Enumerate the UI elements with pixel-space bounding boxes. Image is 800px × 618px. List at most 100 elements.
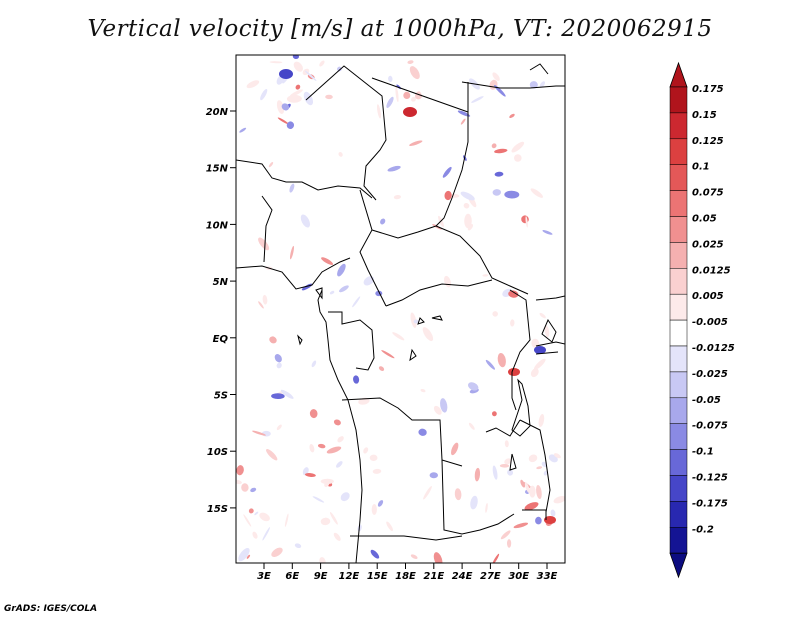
colorbar-label: 0.075 bbox=[692, 188, 724, 199]
field-patch bbox=[276, 100, 285, 114]
lat-label-15n: 15N bbox=[206, 164, 229, 175]
field-patch bbox=[377, 500, 384, 507]
field-patch bbox=[534, 358, 546, 370]
field-patch bbox=[289, 245, 295, 260]
field-patch bbox=[386, 521, 394, 532]
field-patch bbox=[410, 312, 417, 328]
field-patch bbox=[262, 294, 268, 305]
field-patch bbox=[530, 368, 539, 378]
field-patch bbox=[387, 165, 401, 172]
field-patch bbox=[538, 413, 545, 428]
field-patch bbox=[413, 319, 419, 324]
field-patch bbox=[252, 531, 258, 539]
lon-label-24e: 24E bbox=[452, 571, 473, 582]
field-patch bbox=[409, 140, 423, 146]
field-patch bbox=[292, 55, 299, 60]
field-patch bbox=[499, 463, 510, 468]
field-core bbox=[279, 69, 293, 79]
field-patch bbox=[460, 118, 466, 125]
field-patch bbox=[492, 189, 501, 196]
field-patch bbox=[271, 393, 285, 400]
field-patch bbox=[509, 113, 515, 119]
colorbar-segment bbox=[669, 268, 688, 295]
colorbar-label: -0.2 bbox=[692, 524, 714, 535]
colorbar-segment bbox=[669, 138, 688, 165]
field-patch bbox=[513, 522, 529, 529]
longitude-axis: 3E 6E 9E 12E 15E 18E 21E 24E 27E 30E 33E bbox=[257, 563, 558, 582]
field-patch bbox=[259, 512, 270, 522]
field-patch bbox=[304, 70, 317, 82]
field-patch bbox=[536, 466, 543, 470]
field-patch bbox=[336, 461, 343, 468]
field-patch bbox=[492, 553, 500, 563]
lon-label-6e: 6E bbox=[285, 571, 299, 582]
colorbar-label: 0.025 bbox=[692, 239, 724, 250]
field-patch bbox=[309, 409, 318, 419]
field-patch bbox=[520, 479, 526, 488]
field-patch bbox=[409, 66, 420, 80]
field-patch bbox=[372, 468, 382, 474]
field-patch bbox=[262, 527, 270, 541]
field-patch bbox=[454, 488, 462, 501]
colorbar-label: 0.125 bbox=[692, 136, 724, 147]
lat-label-20n: 20N bbox=[206, 107, 229, 118]
field-patch bbox=[353, 375, 360, 384]
lat-label-5s: 5S bbox=[214, 391, 228, 402]
field-patch bbox=[280, 389, 294, 399]
field-patch bbox=[337, 436, 344, 443]
colorbar-segment bbox=[669, 319, 688, 347]
lat-label-10s: 10S bbox=[207, 447, 228, 458]
field-patch bbox=[289, 89, 303, 97]
lon-label-15e: 15E bbox=[367, 571, 388, 582]
field-patch bbox=[504, 458, 512, 465]
field-patch bbox=[260, 88, 268, 101]
field-patch bbox=[238, 547, 250, 562]
field-patch bbox=[392, 332, 405, 341]
field-patch bbox=[491, 411, 497, 417]
lon-label-33e: 33E bbox=[537, 571, 558, 582]
field-patch bbox=[236, 479, 242, 485]
field-patch bbox=[528, 454, 538, 463]
field-patch bbox=[553, 453, 561, 459]
lat-label-eq: EQ bbox=[213, 334, 229, 345]
field-patch bbox=[293, 61, 303, 72]
colorbar-label: -0.175 bbox=[692, 498, 728, 509]
field-patch bbox=[269, 61, 283, 64]
colorbar-segment bbox=[669, 371, 688, 399]
field-patch bbox=[329, 512, 338, 525]
colorbar-label: 0.15 bbox=[692, 110, 717, 121]
field-patch bbox=[550, 509, 556, 517]
country-borders bbox=[236, 63, 565, 563]
field-patch bbox=[340, 492, 350, 502]
field-patch bbox=[536, 484, 542, 500]
field-patch bbox=[525, 216, 528, 228]
field-patch bbox=[320, 517, 331, 526]
field-patch bbox=[386, 96, 394, 109]
colorbar-label: -0.0125 bbox=[692, 343, 735, 354]
lat-label-10n: 10N bbox=[206, 220, 229, 231]
field-patch bbox=[370, 549, 380, 559]
field-patch bbox=[258, 301, 264, 309]
colorbar-segment bbox=[669, 449, 688, 476]
field-patch bbox=[464, 213, 472, 229]
field-patch bbox=[295, 84, 301, 90]
field-patch bbox=[535, 516, 542, 525]
field-patch bbox=[388, 75, 393, 82]
field-patch bbox=[254, 511, 259, 516]
field-patch bbox=[320, 478, 334, 484]
field-patch bbox=[333, 419, 341, 426]
colorbar-label: -0.125 bbox=[692, 473, 728, 484]
field-patch bbox=[471, 96, 484, 103]
lat-label-5n: 5N bbox=[213, 277, 229, 288]
field-patch bbox=[248, 508, 254, 514]
field-patch bbox=[358, 397, 370, 405]
field-patch bbox=[497, 352, 506, 368]
field-patch bbox=[319, 60, 325, 67]
field-patch bbox=[524, 502, 539, 511]
field-patch bbox=[492, 72, 500, 82]
field-patch bbox=[337, 263, 346, 277]
colorbar-label: -0.025 bbox=[692, 369, 728, 380]
field-patch bbox=[485, 502, 488, 513]
colorbar-label: -0.05 bbox=[692, 395, 721, 406]
